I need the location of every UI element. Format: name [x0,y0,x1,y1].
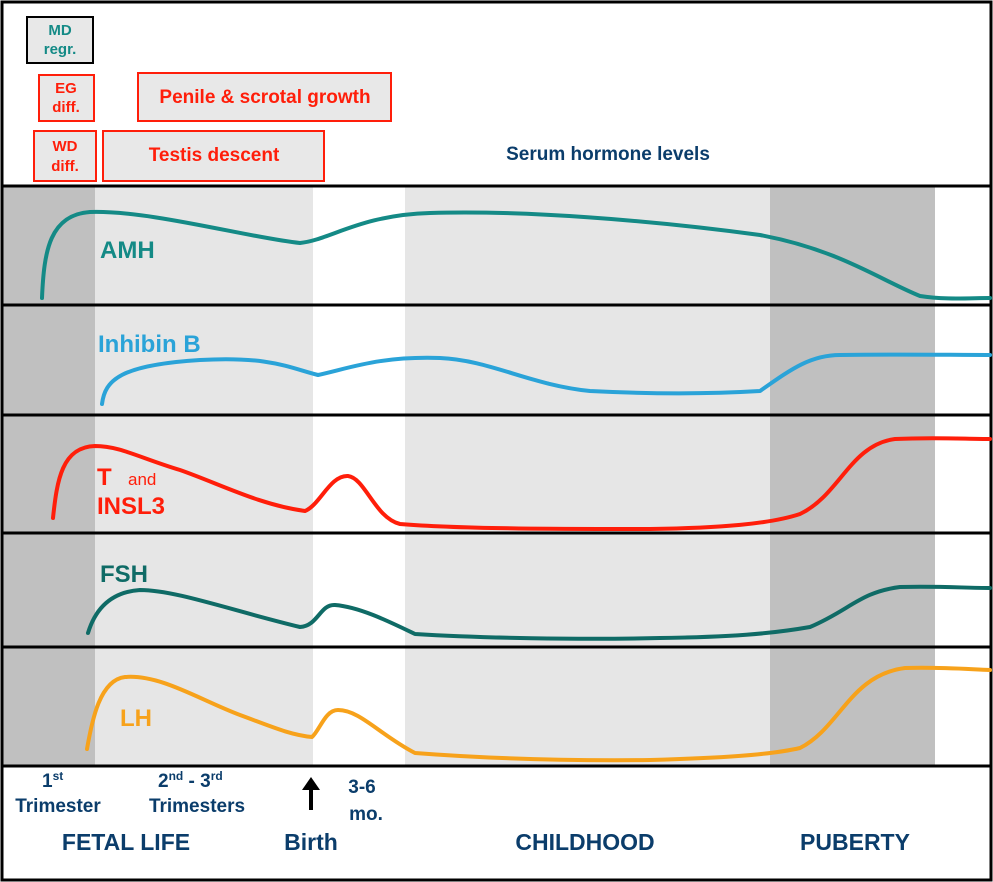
inhibin-b-curve [100,352,992,406]
testis-descent-box [102,130,325,182]
band-childhood [405,186,770,766]
band-puberty [770,186,935,766]
band-second-third-trimester [95,186,313,766]
months-label-bottom: mo. [349,804,383,825]
wd-label-line1: WD [53,138,78,155]
band-first-trimester [3,186,95,766]
birth-arrow [302,777,320,810]
serum-title: Serum hormone levels [506,144,710,165]
hormone-labels: AMH Inhibin B T and INSL3 FSH LH [97,237,201,732]
first-trimester-word: Trimester [15,796,101,817]
event-boxes: MD regr. EG diff. Penile & scrotal growt… [26,16,710,182]
months-label-top: 3-6 [348,777,375,798]
puberty-label: PUBERTY [800,829,910,855]
hormone-curves [40,209,992,763]
lh-label: LH [120,705,152,732]
md-regression-box [26,16,94,64]
wd-label-line2: diff. [51,158,79,175]
eg-diff-box [38,74,95,122]
amh-curve [40,209,992,301]
timeline: 1st Trimester 2nd - 3rd Trimesters 3-6 m… [15,769,910,855]
eg-label-line1: EG [55,80,77,97]
insl3-label: INSL3 [97,493,165,520]
fetal-life-label: FETAL LIFE [62,829,190,855]
inhibin-b-label: Inhibin B [98,331,201,358]
eg-label-line2: diff. [52,99,80,116]
band-infancy [313,186,405,766]
t-label: T [97,464,112,491]
childhood-label: CHILDHOOD [515,829,654,855]
t-insl3-curve [51,436,992,531]
amh-label: AMH [100,237,155,264]
first-trimester-number: 1st [42,769,63,792]
second-third-trimester-word: Trimesters [149,796,245,817]
testis-descent-label: Testis descent [149,145,280,166]
fsh-label: FSH [100,561,148,588]
wd-diff-box [33,130,97,182]
band-adulthood [935,186,991,766]
first-trimester-sup: st [53,769,64,783]
md-label-line1: MD [48,22,71,39]
md-label-line2: regr. [44,41,77,58]
lh-curve [85,665,992,763]
fsh-curve [86,584,992,641]
penile-growth-label: Penile & scrotal growth [159,87,370,108]
and-label: and [128,470,156,489]
second-third-trimester-numbers: 2nd - 3rd [158,769,223,792]
penile-growth-box [137,72,392,122]
period-bands [3,186,991,766]
birth-label: Birth [284,829,338,855]
